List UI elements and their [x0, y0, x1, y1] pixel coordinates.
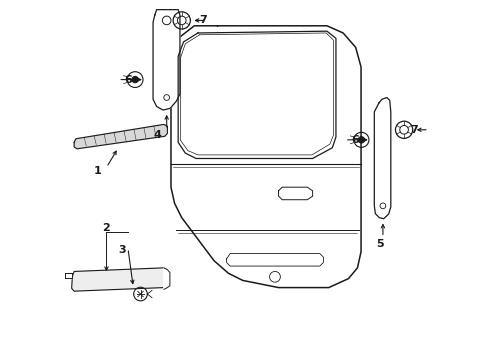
Polygon shape — [226, 253, 323, 266]
Text: 7: 7 — [199, 15, 207, 26]
Polygon shape — [153, 10, 180, 110]
Polygon shape — [163, 268, 169, 289]
Polygon shape — [373, 98, 390, 219]
Polygon shape — [74, 125, 167, 149]
Text: 6: 6 — [350, 135, 358, 145]
Polygon shape — [171, 26, 360, 288]
Polygon shape — [72, 268, 167, 291]
Text: 3: 3 — [118, 245, 125, 255]
Text: 5: 5 — [375, 239, 383, 249]
Polygon shape — [65, 273, 72, 278]
Polygon shape — [178, 31, 335, 158]
Circle shape — [132, 76, 138, 83]
Text: 1: 1 — [93, 166, 101, 176]
Text: 4: 4 — [153, 130, 162, 140]
Circle shape — [357, 136, 364, 143]
Text: 7: 7 — [409, 125, 417, 135]
Text: 6: 6 — [124, 75, 132, 85]
Text: 2: 2 — [102, 224, 110, 233]
Polygon shape — [278, 187, 312, 200]
